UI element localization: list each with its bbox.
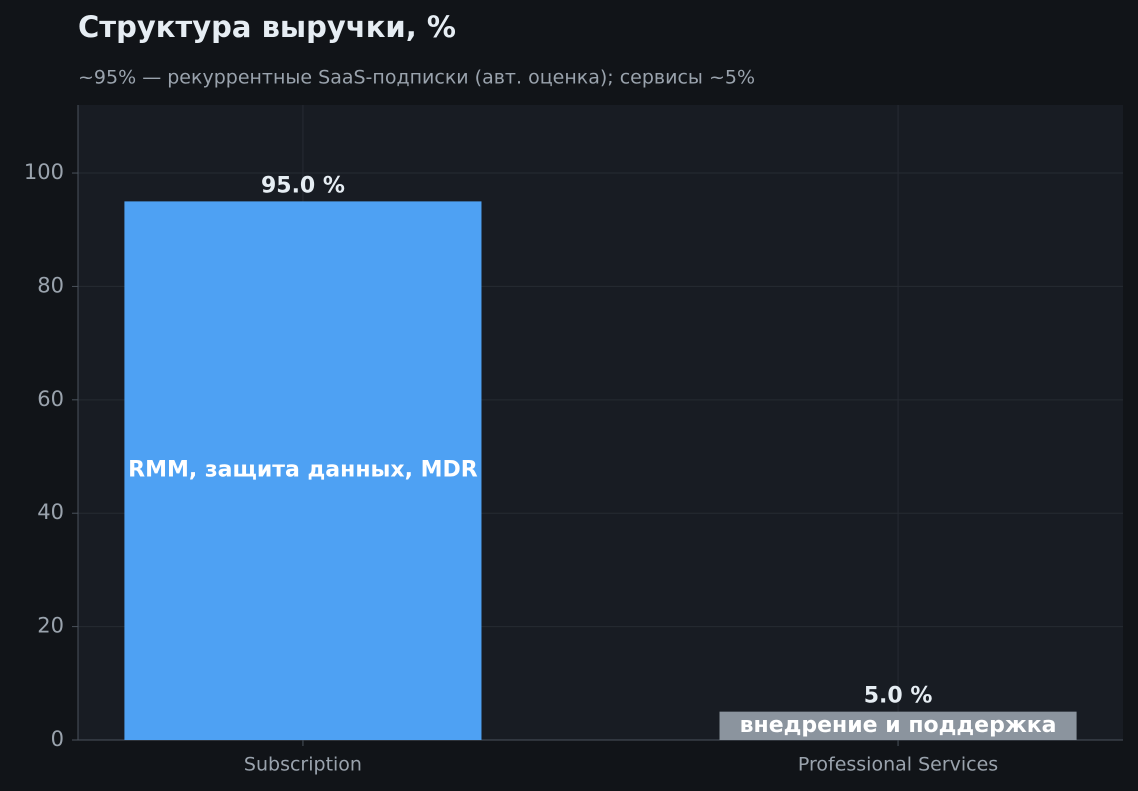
y-tick-label: 40 (37, 500, 64, 524)
chart-title: Структура выручки, % (78, 10, 456, 44)
bar (124, 201, 482, 741)
bar-label: RMM, защита данных, MDR (128, 458, 478, 483)
value-label: 5.0 % (864, 684, 933, 709)
y-tick-label: 20 (37, 614, 64, 638)
y-tick-label: 60 (37, 387, 64, 411)
value-label: 95.0 % (261, 173, 345, 198)
x-tick-label: Subscription (244, 754, 362, 776)
x-tick-label: Professional Services (798, 754, 998, 776)
bar (719, 711, 1077, 740)
y-tick-label: 80 (37, 273, 64, 297)
y-tick-label: 100 (24, 160, 64, 184)
bar-label: внедрение и поддержка (740, 713, 1057, 738)
y-tick-label: 0 (51, 727, 64, 751)
chart-subtitle: ~95% — рекуррентные SaaS-подписки (авт. … (78, 67, 755, 89)
